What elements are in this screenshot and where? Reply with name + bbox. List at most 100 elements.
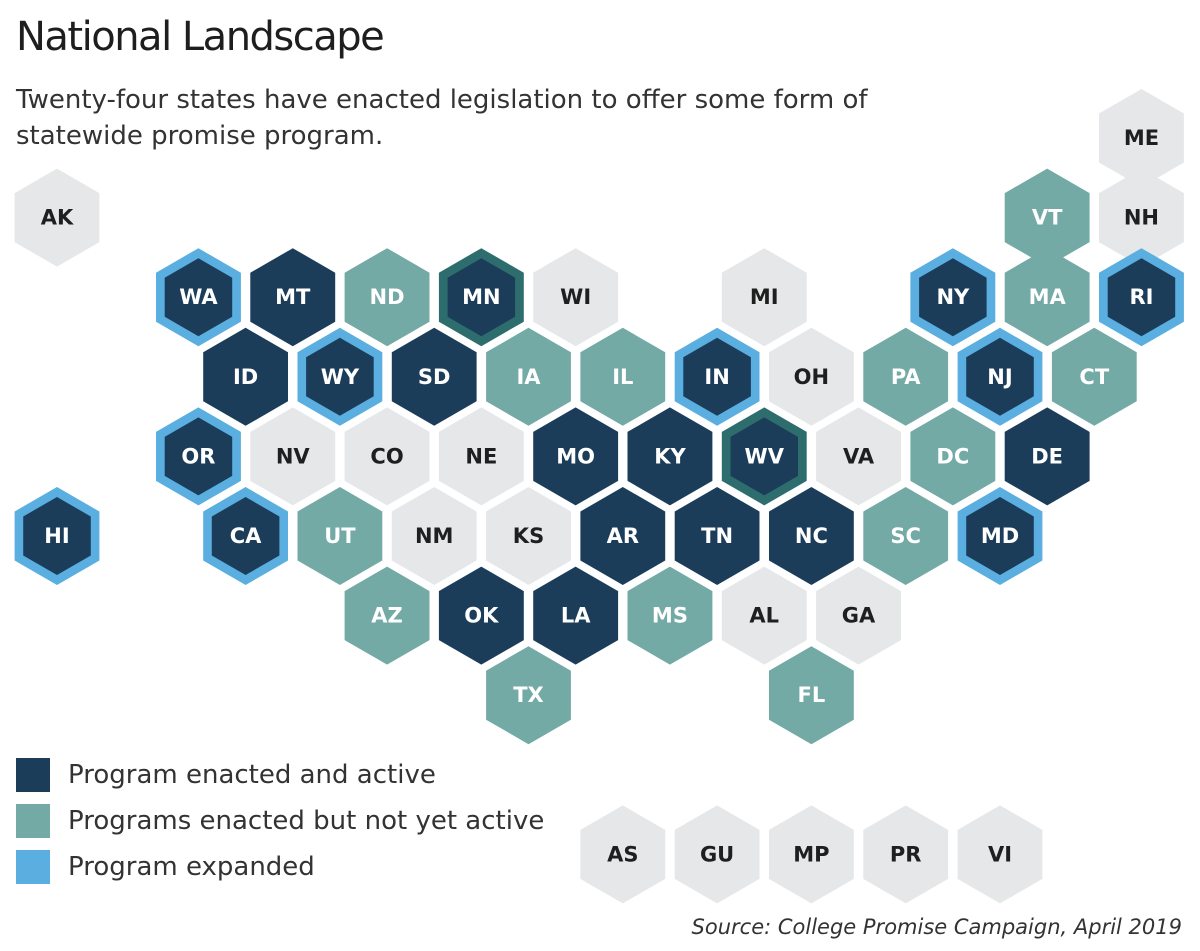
state-label: PR [890,842,922,866]
state-tile-fill [769,327,854,426]
state-label: NC [795,524,828,548]
state-label: DE [1031,444,1063,468]
legend-item-not-yet-active: Programs enacted but not yet active [16,798,544,844]
state-label: MD [981,524,1019,548]
state-tile-fill [1004,248,1090,347]
state-label: ID [233,365,258,389]
state-tile-mo: MO [533,407,619,506]
state-tile-fill [486,646,571,745]
state-tile-mi: MI [721,248,807,347]
state-tile-fill [1099,89,1184,187]
state-tile-fill [863,805,949,904]
state-tile-ia: IA [486,327,571,426]
state-tile-fill [910,407,996,506]
source-note: Source: College Promise Campaign, April … [691,915,1182,939]
state-tile-fill [816,407,901,506]
state-tile-as: AS [580,805,666,904]
state-tile-fill [1004,407,1090,506]
state-tile-id: ID [203,327,288,426]
state-label: VT [1032,206,1063,230]
state-tile-fill [683,337,751,416]
page-title: National Landscape [16,14,385,60]
state-tile-ms: MS [627,566,713,665]
state-tile-in: IN [674,327,760,426]
state-label: WA [179,285,218,309]
state-tile-fill [769,487,854,585]
state-tile-fill [250,407,336,506]
state-tile-la: LA [533,566,619,665]
state-label: GU [700,842,734,866]
state-tile-sd: SD [391,327,477,426]
state-tile-fill [391,327,477,426]
state-label: UT [324,524,356,548]
state-tile-ga: GA [816,566,901,665]
legend-swatch-not-yet-active [16,804,50,838]
state-tile-fill [1051,327,1137,426]
state-tile-vt: VT [1004,168,1090,267]
state-tile-fill [1004,168,1090,267]
legend-item-expanded: Program expanded [16,844,544,890]
state-label: NE [465,444,497,468]
state-tile-fill [533,566,619,665]
state-tile-ks: KS [486,487,571,585]
state-tile-fill [966,497,1034,575]
state-label: TX [513,683,544,707]
state-tile-fill [344,566,430,665]
state-tile-fill [721,566,807,665]
state-tile-pa: PA [863,327,949,426]
state-label: VA [843,444,875,468]
state-label: NJ [987,365,1012,389]
legend-label-active: Program enacted and active [68,760,436,790]
legend-swatch-expanded [16,850,50,884]
state-tile-fill [769,646,854,745]
state-tile-co: CO [344,407,430,506]
state-tile-fill [344,407,430,506]
state-tile-fill [769,805,854,904]
state-tile-fill [580,805,666,904]
state-label: IL [612,365,633,389]
state-tile-fill [816,566,901,665]
state-tile-fill [721,248,807,347]
state-label: GA [842,604,876,628]
state-label: CO [370,444,403,468]
state-tile-al: AL [721,566,807,665]
state-tile-md: MD [957,487,1043,585]
state-tile-fill [344,248,430,347]
state-tile-vi: VI [957,805,1043,904]
state-tile-fill [533,407,619,506]
state-tile-mn: MN [438,248,524,347]
state-tile-nd: ND [344,248,430,347]
state-label: OR [181,444,215,468]
state-tile-fill [211,497,280,575]
state-tile-ne: NE [438,407,524,506]
state-tile-fill [203,327,288,426]
state-label: MP [793,842,829,866]
state-tile-fill [627,566,713,665]
state-tile-nm: NM [391,487,477,585]
page-subtitle: Twenty-four states have enacted legislat… [16,85,868,151]
state-tile-fill [250,248,336,347]
state-tile-de: DE [1004,407,1090,506]
state-tile-il: IL [580,327,666,426]
state-tile-ca: CA [203,487,288,585]
state-tile-ut: UT [297,487,383,585]
state-label: AK [41,206,74,230]
state-tile-nv: NV [250,407,336,506]
state-tile-tn: TN [674,487,760,585]
state-label: WY [321,365,360,389]
state-tile-gu: GU [674,805,760,904]
state-tile-ky: KY [627,407,713,506]
state-tile-va: VA [816,407,901,506]
state-label: NM [415,524,453,548]
state-tile-fill [164,258,233,337]
state-label: AR [607,524,639,548]
state-tile-fill [391,487,477,585]
state-label: VI [988,842,1012,866]
state-tile-wv: WV [721,407,807,506]
state-tile-ak: AK [14,168,100,267]
state-label: OK [464,604,499,628]
state-label: SD [418,365,451,389]
state-label: CT [1079,365,1109,389]
state-tile-hi: HI [14,487,100,585]
